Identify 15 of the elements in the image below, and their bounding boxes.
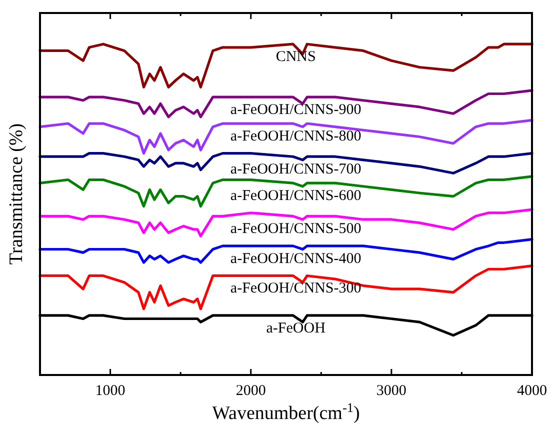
x-axis-title: Wavenumber(cm$^{-1}$) — [212, 400, 360, 424]
series-label: CNNS — [276, 49, 316, 66]
series-label: a-FeOOH/CNNS-800 — [230, 128, 362, 145]
x-tick-label: 4000 — [517, 383, 547, 399]
series-label: a-FeOOH — [266, 320, 326, 336]
series-label: a-FeOOH/CNNS-400 — [230, 250, 362, 267]
y-axis-title: Transmittance (%) — [6, 123, 27, 265]
x-tick-label: 3000 — [376, 383, 406, 399]
series-label: a-FeOOH/CNNS-500 — [230, 221, 362, 238]
series-label: a-FeOOH/CNNS-300 — [230, 280, 362, 297]
x-tick-label: 1000 — [95, 383, 126, 399]
series-label: a-FeOOH/CNNS-700 — [230, 162, 362, 178]
series-label: a-FeOOH/CNNS-600 — [230, 188, 362, 204]
series-label: a-FeOOH/CNNS-900 — [230, 102, 362, 118]
x-tick-label: 2000 — [236, 383, 266, 399]
